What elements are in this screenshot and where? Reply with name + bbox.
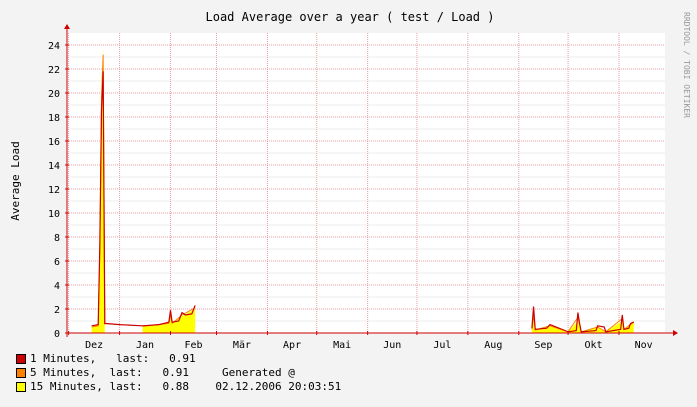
x-tick-label: Sep bbox=[534, 340, 552, 351]
x-tick-label: Nov bbox=[635, 340, 653, 351]
x-tick-label: Mär bbox=[233, 340, 251, 351]
legend-row-15min: 15 Minutes, last: 0.88 02.12.2006 20:03:… bbox=[16, 380, 341, 394]
y-tick-label: 10 bbox=[48, 209, 60, 220]
y-tick-label: 18 bbox=[48, 113, 60, 124]
legend-swatch-15min bbox=[16, 382, 26, 392]
y-axis-arrow bbox=[64, 24, 70, 29]
series-15min-area bbox=[531, 318, 634, 333]
plot-background bbox=[67, 33, 665, 333]
y-tick-label: 8 bbox=[54, 233, 60, 244]
legend-swatch-1min bbox=[16, 354, 26, 364]
x-tick-label: Mai bbox=[333, 340, 351, 351]
y-tick-label: 24 bbox=[48, 41, 60, 52]
x-tick-label: Jul bbox=[433, 340, 451, 351]
x-tick-label: Dez bbox=[85, 340, 103, 351]
series-1min-line bbox=[531, 306, 635, 333]
legend: 1 Minutes, last: 0.91 5 Minutes, last: 0… bbox=[16, 352, 341, 394]
y-tick-label: 22 bbox=[48, 65, 60, 76]
y-tick-label: 6 bbox=[54, 257, 60, 268]
y-tick-label: 20 bbox=[48, 89, 60, 100]
x-axis-arrow bbox=[673, 330, 678, 336]
legend-swatch-5min bbox=[16, 368, 26, 378]
x-tick-label: Aug bbox=[484, 340, 502, 351]
x-tick-label: Jan bbox=[136, 340, 154, 351]
x-tick-label: Feb bbox=[184, 340, 202, 351]
y-tick-label: 4 bbox=[54, 281, 60, 292]
y-tick-label: 2 bbox=[54, 305, 60, 316]
x-tick-label: Apr bbox=[283, 340, 301, 351]
x-tick-label: Jun bbox=[383, 340, 401, 351]
y-tick-label: 14 bbox=[48, 161, 60, 172]
y-tick-label: 12 bbox=[48, 185, 60, 196]
series-1min-line bbox=[91, 71, 196, 327]
legend-text-15min: 15 Minutes, last: 0.88 02.12.2006 20:03:… bbox=[30, 380, 342, 393]
plot-area: Dez Jan Feb Mär Apr Mai Jun Jul Aug Sep Okt Nov0246… bbox=[48, 24, 678, 351]
chart-title: Load Average over a year ( test / Load ) bbox=[206, 10, 495, 24]
y-tick-label: 0 bbox=[54, 329, 60, 340]
y-tick-label: 16 bbox=[48, 137, 60, 148]
series-15min-area bbox=[142, 309, 196, 333]
watermark: RRDTOOL / TOBI OETIKER bbox=[682, 12, 691, 118]
y-axis-label: Average Load bbox=[9, 141, 22, 220]
legend-text-1min: 1 Minutes, last: 0.91 bbox=[30, 352, 196, 365]
legend-row-5min: 5 Minutes, last: 0.91 Generated @ bbox=[16, 366, 341, 380]
x-tick-label: Okt bbox=[585, 340, 603, 351]
legend-row-1min: 1 Minutes, last: 0.91 bbox=[16, 352, 341, 366]
legend-text-5min: 5 Minutes, last: 0.91 Generated @ bbox=[30, 366, 295, 379]
